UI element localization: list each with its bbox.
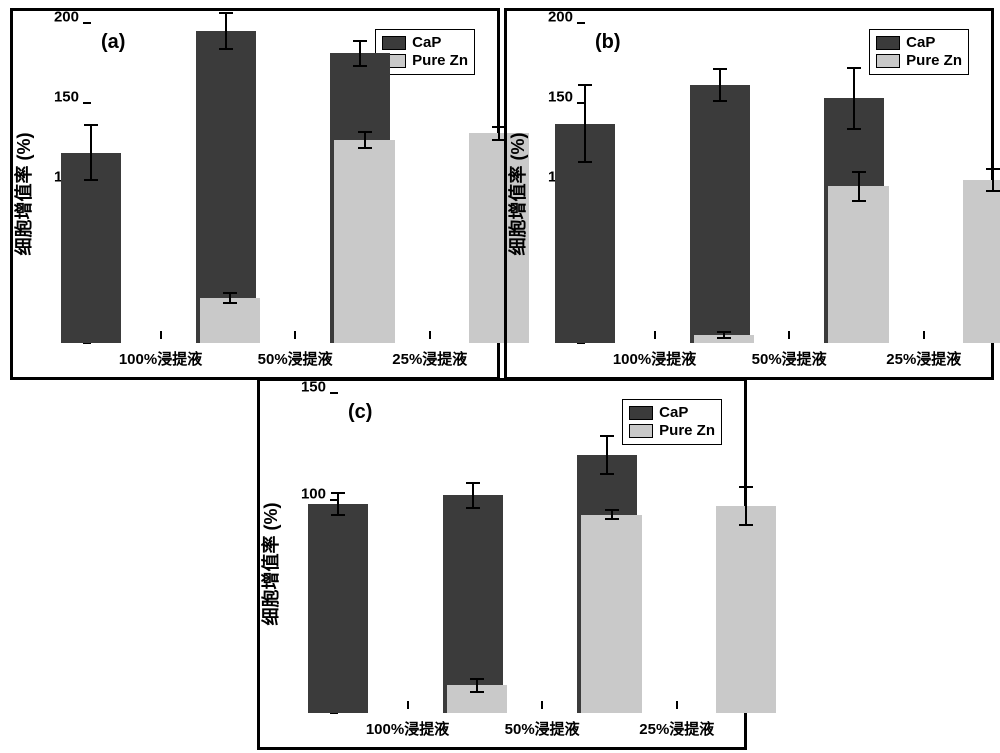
error-bar-cap-top <box>600 435 614 437</box>
panel-b: 细胞增值率 (%)050100150200100%浸提液50%浸提液25%浸提液… <box>504 8 994 380</box>
error-bar-cap-top <box>578 84 592 86</box>
error-bar-cap-bottom <box>739 524 753 526</box>
error-bar-cap-top <box>358 131 372 133</box>
error-bar-line <box>745 487 747 525</box>
error-bar-line <box>472 483 474 509</box>
error-bar-cap-bottom <box>84 179 98 181</box>
panel-a: 细胞增值率 (%)050100150200100%浸提液50%浸提液25%浸提液… <box>10 8 500 380</box>
bar-PureZn <box>581 515 641 713</box>
error-bar-cap-bottom <box>713 100 727 102</box>
error-bar-cap-top <box>739 486 753 488</box>
panel-c: 细胞增值率 (%)050100150100%浸提液50%浸提液25%浸提液(c)… <box>257 378 747 750</box>
y-tick-label: 100 <box>296 485 326 502</box>
error-bar-cap-top <box>353 40 367 42</box>
bars <box>330 393 738 713</box>
y-axis-label: 细胞增值率 (%) <box>257 503 283 626</box>
error-bar-line <box>364 132 366 148</box>
bar-CaP <box>443 495 503 713</box>
error-bar-cap-top <box>847 67 861 69</box>
error-bar-cap-top <box>223 292 237 294</box>
x-tick-label: 25%浸提液 <box>639 718 714 739</box>
x-tick-label: 100%浸提液 <box>119 348 202 369</box>
y-tick-label: 200 <box>49 9 79 26</box>
bars <box>577 23 985 343</box>
error-bar-line <box>858 172 860 201</box>
error-bar-cap-top <box>331 492 345 494</box>
error-bar-cap-bottom <box>358 147 372 149</box>
bar-CaP <box>308 504 368 713</box>
y-tick-label: 200 <box>543 9 573 26</box>
y-tick-label: 150 <box>543 89 573 106</box>
error-bar-cap-bottom <box>470 691 484 693</box>
x-tick-label: 100%浸提液 <box>366 718 449 739</box>
bar-CaP <box>690 85 750 343</box>
error-bar-line <box>606 436 608 474</box>
error-bar-cap-top <box>470 678 484 680</box>
error-bar-cap-bottom <box>605 518 619 520</box>
bar-PureZn <box>828 186 888 343</box>
error-bar-cap-bottom <box>219 48 233 50</box>
x-tick-label: 50%浸提液 <box>505 718 580 739</box>
error-bar-cap-top <box>466 482 480 484</box>
y-axis-label: 细胞增值率 (%) <box>10 133 36 256</box>
error-bar-cap-top <box>219 12 233 14</box>
error-bar-cap-bottom <box>852 200 866 202</box>
error-bar-line <box>90 125 92 179</box>
error-bar-cap-top <box>986 168 1000 170</box>
error-bar-cap-top <box>605 509 619 511</box>
error-bar-cap-top <box>852 171 866 173</box>
bar-PureZn <box>334 140 394 343</box>
error-bar-line <box>719 69 721 101</box>
error-bar-cap-bottom <box>466 507 480 509</box>
error-bar-cap-bottom <box>717 337 731 339</box>
bar-PureZn <box>716 506 776 713</box>
error-bar-cap-bottom <box>578 161 592 163</box>
error-bar-line <box>359 41 361 67</box>
error-bar-line <box>225 13 227 48</box>
error-bar-cap-bottom <box>600 473 614 475</box>
error-bar-cap-bottom <box>223 302 237 304</box>
bar-PureZn <box>200 298 260 343</box>
error-bar-line <box>584 85 586 162</box>
x-tick-label: 100%浸提液 <box>613 348 696 369</box>
error-bar-cap-top <box>713 68 727 70</box>
y-tick-label: 150 <box>296 379 326 396</box>
x-tick-label: 50%浸提液 <box>258 348 333 369</box>
error-bar-cap-bottom <box>353 65 367 67</box>
bar-CaP <box>61 153 121 343</box>
error-bar-line <box>992 169 994 191</box>
error-bar-line <box>337 493 339 514</box>
error-bar-cap-bottom <box>986 190 1000 192</box>
bar-CaP <box>196 31 256 343</box>
error-bar-cap-bottom <box>331 514 345 516</box>
error-bar-line <box>853 68 855 129</box>
y-tick-label: 150 <box>49 89 79 106</box>
error-bar-cap-top <box>717 331 731 333</box>
bar-PureZn <box>963 180 1000 343</box>
error-bar-cap-bottom <box>847 128 861 130</box>
y-axis-label: 细胞增值率 (%) <box>504 133 530 256</box>
bars <box>83 23 491 343</box>
error-bar-cap-top <box>84 124 98 126</box>
x-tick-label: 25%浸提液 <box>886 348 961 369</box>
x-tick-label: 50%浸提液 <box>752 348 827 369</box>
x-tick-label: 25%浸提液 <box>392 348 467 369</box>
